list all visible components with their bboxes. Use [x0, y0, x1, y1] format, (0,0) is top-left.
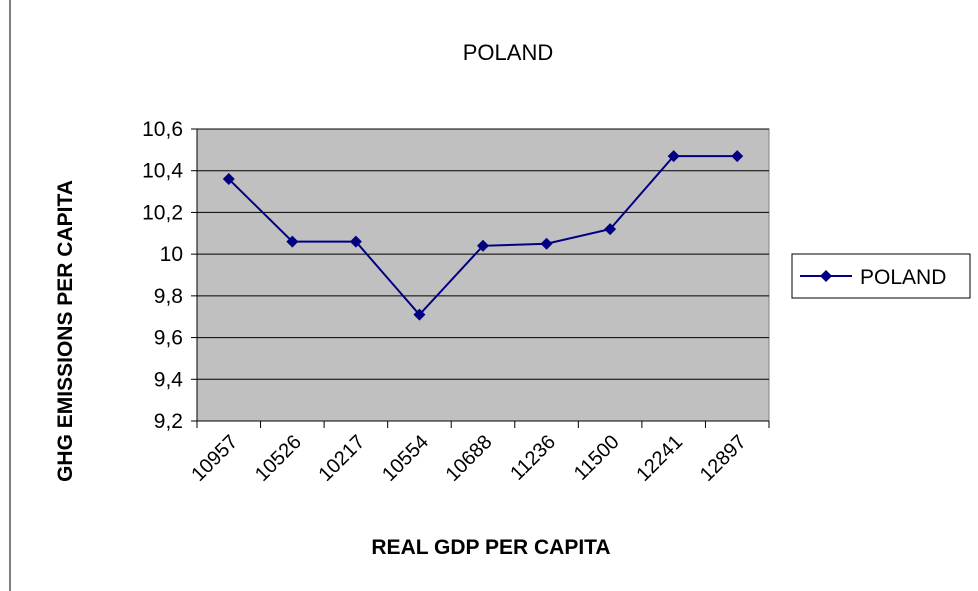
data-point	[413, 308, 426, 321]
data-point	[731, 150, 744, 163]
y-axis-ticks: 9,2 9,4 9,6 9,8 10 10,2 10,4 10,6	[142, 118, 197, 433]
y-tick-label: 9,8	[154, 285, 183, 308]
y-tick-label: 10,4	[142, 160, 183, 183]
data-point	[604, 223, 617, 236]
data-point	[477, 239, 489, 252]
plot-area	[196, 128, 770, 422]
data-point	[349, 235, 362, 248]
y-axis-label: GHG EMISSIONS PER CAPITA	[54, 180, 77, 482]
data-point	[540, 237, 553, 250]
series-layer	[222, 150, 744, 321]
grid-lines	[197, 128, 769, 380]
y-tick-label: 10	[160, 243, 183, 266]
legend-marker	[820, 270, 832, 282]
data-point	[222, 173, 235, 186]
x-axis-label: REAL GDP PER CAPITA	[371, 536, 610, 559]
data-point	[286, 235, 299, 248]
legend-label: POLAND	[860, 266, 946, 289]
y-tick-label: 10,6	[142, 118, 183, 141]
y-tick-label: 9,6	[154, 327, 183, 350]
y-tick-label: 10,2	[142, 201, 183, 224]
chart-title: POLAND	[463, 40, 553, 65]
legend: POLAND	[791, 253, 971, 299]
y-tick-label: 9,2	[154, 410, 183, 433]
data-point	[667, 150, 680, 163]
y-tick-label: 9,4	[154, 368, 184, 391]
